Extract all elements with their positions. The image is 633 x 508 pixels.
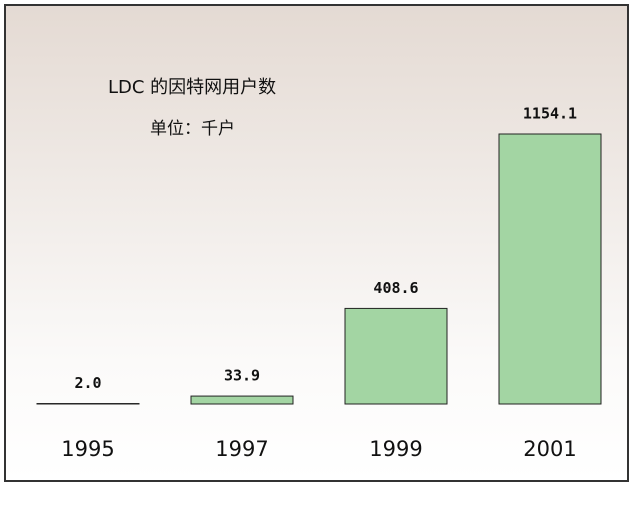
bar	[190, 395, 294, 405]
value-label: 1154.1	[523, 105, 577, 123]
x-tick-label: 1995	[61, 437, 114, 461]
chart-title: LDC 的因特网用户数	[108, 77, 276, 98]
chart-subtitle: 单位：千户	[150, 119, 235, 139]
value-label: 2.0	[74, 374, 101, 392]
x-tick-label: 1999	[369, 437, 422, 461]
x-tick-label: 2001	[523, 437, 576, 461]
value-label: 408.6	[373, 279, 418, 297]
x-tick-label: 1997	[215, 437, 268, 461]
bar	[498, 133, 602, 405]
value-label: 33.9	[224, 367, 260, 385]
bar	[344, 307, 448, 405]
